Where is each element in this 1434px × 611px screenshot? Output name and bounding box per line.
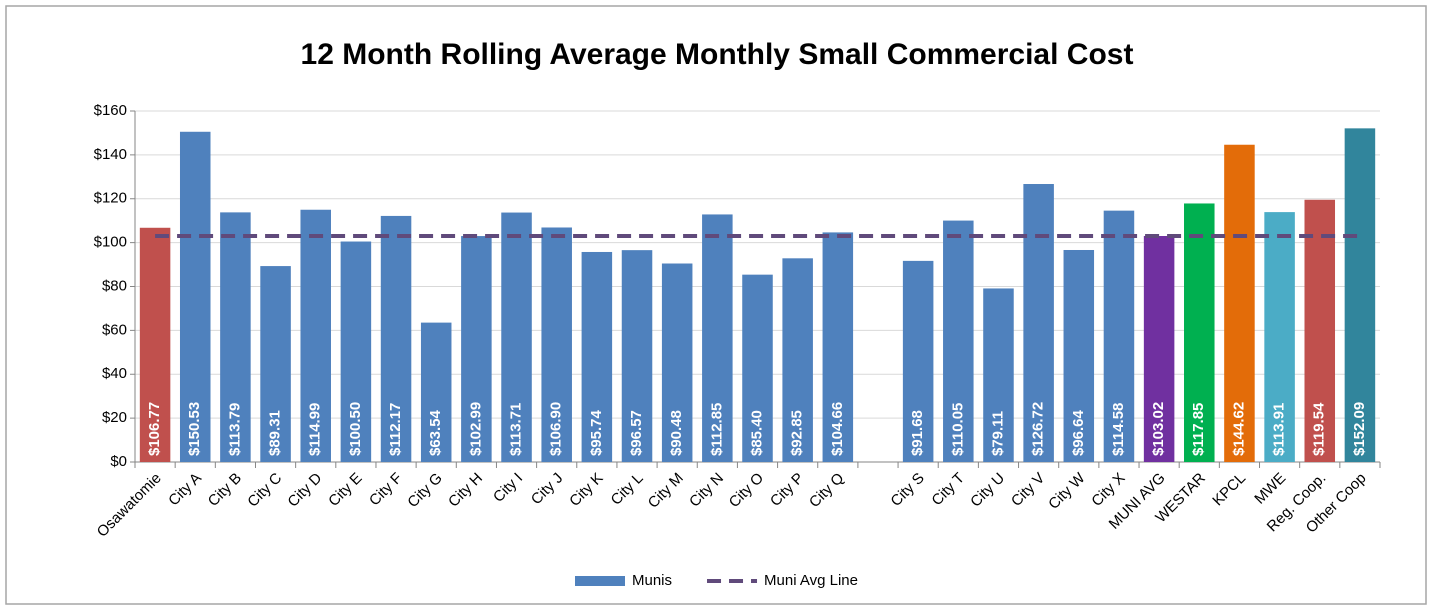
bar: [782, 258, 813, 462]
data-label: $117.85: [1190, 403, 1207, 456]
data-label: $144.62: [1230, 402, 1247, 456]
data-label: $89.31: [267, 410, 284, 456]
bar: [1103, 210, 1135, 462]
data-label: $112.17: [387, 403, 404, 456]
bar: [340, 241, 372, 462]
bar: [943, 220, 974, 462]
bar: [1304, 199, 1336, 462]
data-label: $114.99: [307, 403, 324, 456]
bar: [260, 266, 291, 462]
bar: [179, 131, 211, 462]
data-label: $102.99: [467, 402, 484, 456]
bar: [742, 274, 773, 462]
bar: [420, 322, 452, 462]
y-tick-label: $60: [102, 321, 127, 338]
data-label: $113.71: [508, 403, 525, 456]
chart-title: 12 Month Rolling Average Monthly Small C…: [301, 38, 1134, 71]
bar: [461, 236, 492, 462]
data-label: $85.40: [748, 410, 765, 456]
data-label: $100.50: [347, 402, 364, 456]
data-label: $110.05: [949, 403, 966, 456]
bar: [661, 263, 693, 462]
bar: [501, 212, 532, 462]
y-tick-label: $100: [94, 234, 127, 251]
bar: [1143, 235, 1175, 462]
bar: [1063, 249, 1095, 462]
bar: [1264, 212, 1295, 462]
data-label: $113.91: [1271, 403, 1288, 456]
bar: [1344, 128, 1376, 462]
bar: [1224, 144, 1255, 462]
bar: [1023, 184, 1054, 462]
data-label: $119.54: [1311, 402, 1328, 456]
data-label: $106.90: [548, 402, 565, 456]
data-label: $126.72: [1030, 402, 1047, 456]
bar: [380, 215, 412, 462]
bar: [541, 227, 572, 462]
data-label: $104.66: [829, 402, 846, 456]
legend-swatch: [575, 576, 625, 586]
bar: [702, 214, 733, 462]
bar: [1184, 203, 1215, 463]
y-tick-label: $120: [94, 190, 127, 207]
bar: [621, 250, 653, 462]
y-tick-label: $40: [102, 365, 127, 382]
bar: [300, 209, 331, 462]
data-label: $96.57: [628, 410, 645, 456]
y-tick-label: $80: [102, 277, 127, 294]
data-label: $113.79: [226, 403, 243, 456]
data-label: $150.53: [186, 402, 203, 456]
data-label: $79.11: [989, 411, 1006, 456]
y-tick-label: $0: [110, 453, 127, 470]
data-label: $91.68: [909, 410, 926, 456]
data-label: $152.09: [1351, 402, 1368, 456]
data-label: $63.54: [427, 409, 444, 456]
y-tick-label: $140: [94, 146, 127, 163]
legend-label: Munis: [632, 572, 672, 589]
data-label: $106.77: [146, 402, 163, 456]
bar: [581, 251, 613, 462]
bar: [822, 232, 854, 462]
data-label: $95.74: [588, 409, 605, 456]
data-label: $112.85: [708, 403, 725, 456]
y-tick-label: $160: [94, 102, 127, 119]
bar: [902, 260, 934, 462]
bar: [220, 212, 251, 462]
y-tick-label: $20: [102, 409, 127, 426]
data-label: $96.64: [1070, 409, 1087, 456]
data-label: $90.48: [668, 410, 685, 456]
data-label: $114.58: [1110, 403, 1127, 456]
bar: [139, 227, 171, 462]
data-label: $92.85: [789, 410, 806, 456]
legend-label: Muni Avg Line: [764, 572, 858, 589]
data-label: $103.02: [1150, 402, 1167, 456]
bar: [983, 288, 1014, 462]
